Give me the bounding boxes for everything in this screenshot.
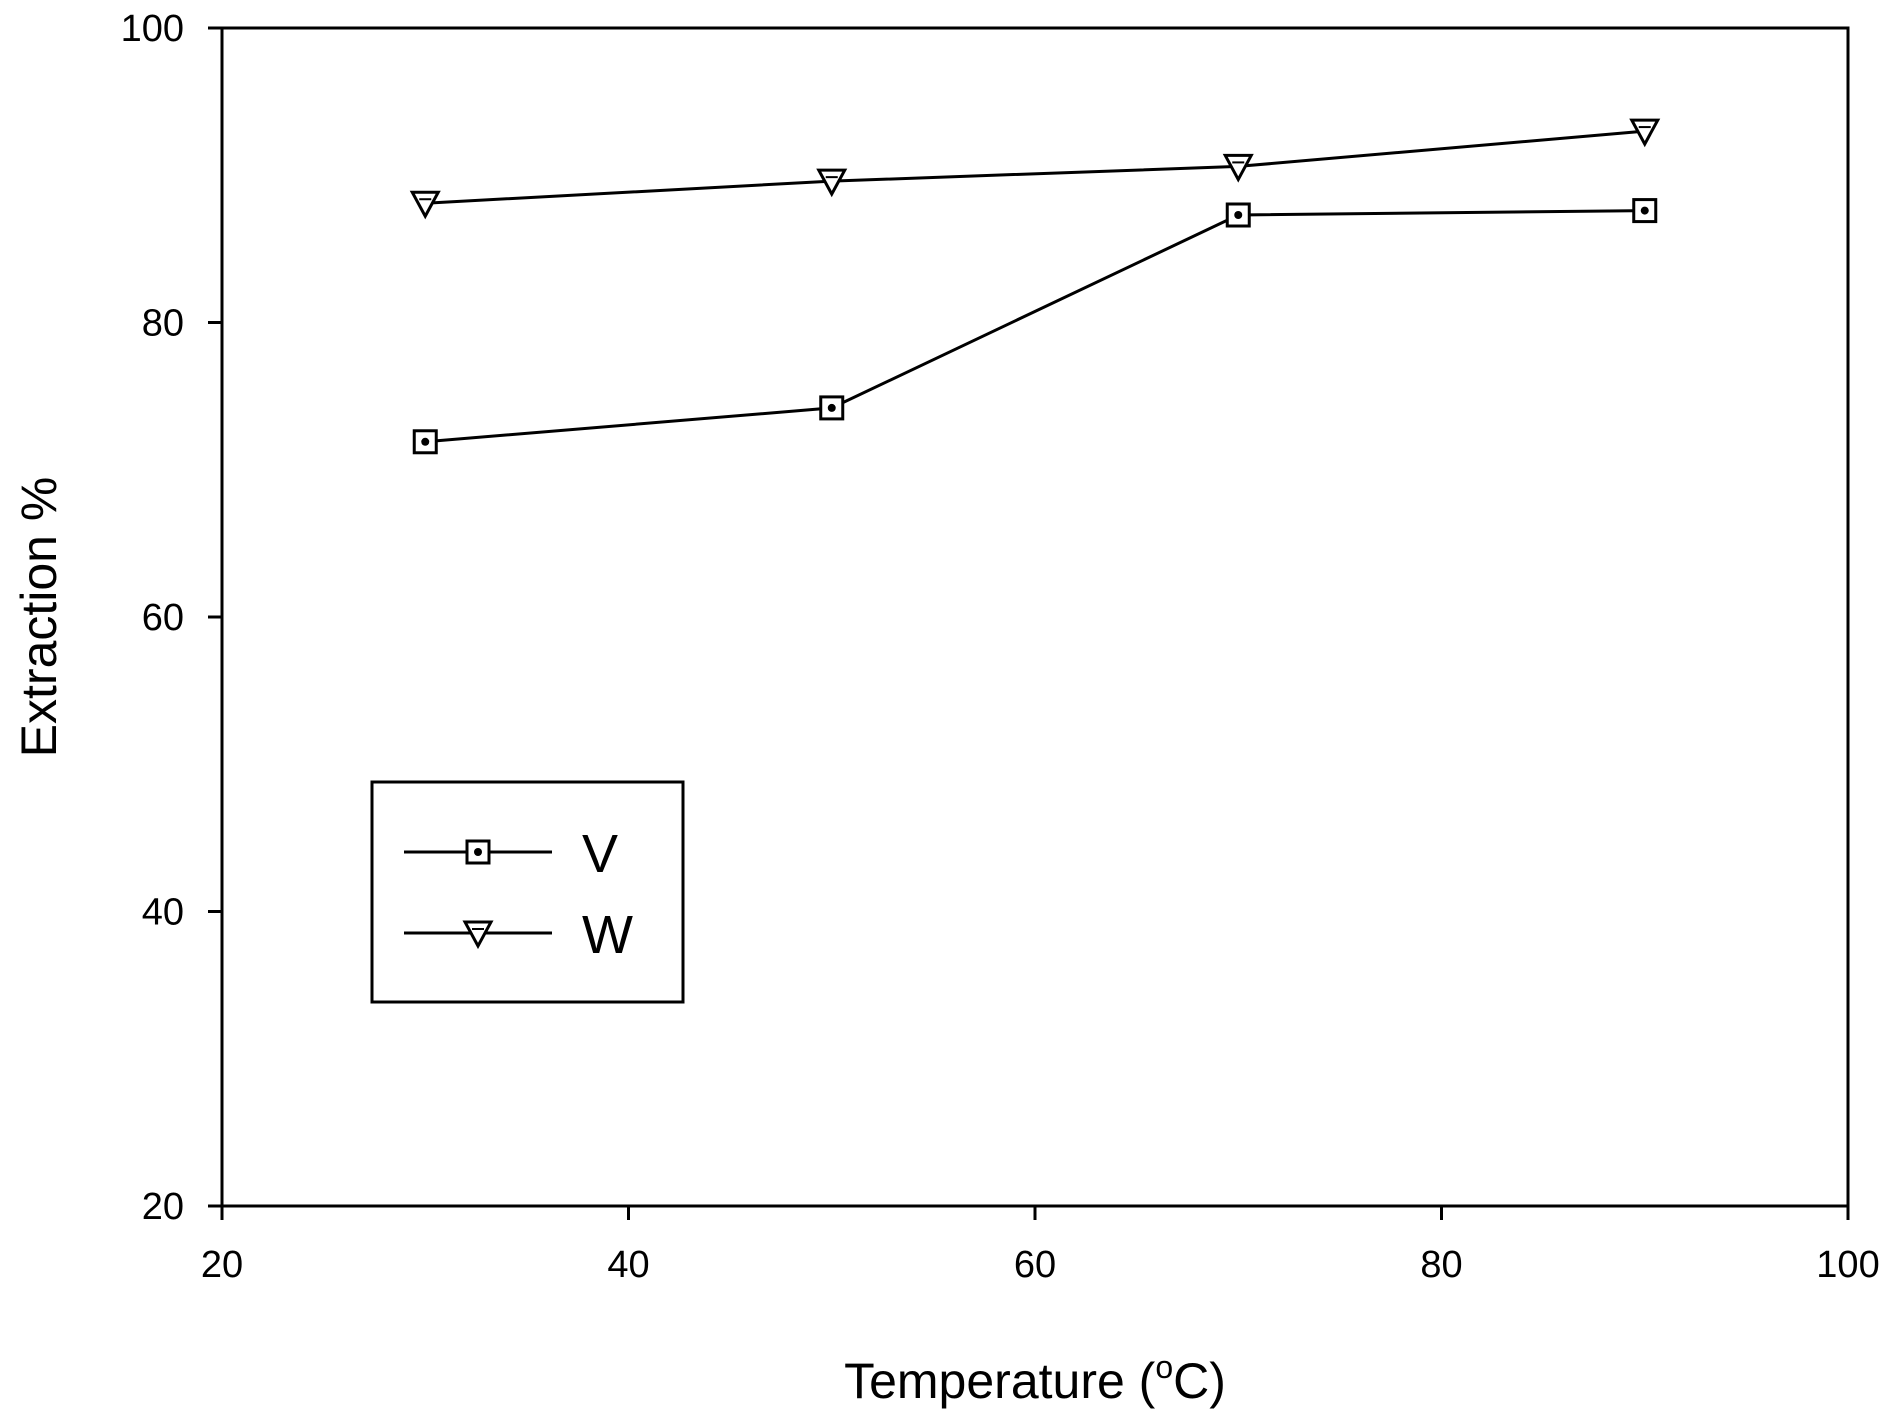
legend-symbol-w	[462, 920, 494, 950]
marker-dot	[1640, 206, 1649, 215]
legend-marker-v	[465, 839, 491, 865]
y-tick-label: 20	[142, 1186, 184, 1228]
legend-symbol-v	[465, 839, 491, 865]
marker-dot	[827, 403, 836, 412]
x-tick-label: 20	[201, 1244, 243, 1286]
legend: V W	[370, 780, 685, 1004]
y-tick-label: 80	[142, 303, 184, 345]
x-tick-label: 80	[1420, 1244, 1462, 1286]
marker-triangle	[1222, 153, 1254, 183]
x-tick-label: 100	[1816, 1244, 1879, 1286]
y-tick-label: 100	[121, 8, 184, 50]
marker-triangle	[462, 920, 494, 950]
data-point-v	[412, 429, 438, 455]
y-tick-label: 60	[142, 597, 184, 639]
series-line-w	[425, 129, 1645, 205]
x-axis-title: Temperature (oC)	[844, 1349, 1226, 1409]
x-tick-label: 40	[607, 1244, 649, 1286]
x-tick-label: 60	[1014, 1244, 1056, 1286]
data-point-v	[1225, 202, 1251, 228]
series-line-v	[425, 209, 1645, 444]
marker-triangle	[409, 190, 441, 220]
marker-dot	[474, 848, 482, 856]
plot-area-frame	[220, 26, 1850, 1208]
legend-marker-w	[462, 920, 494, 950]
marker-triangle	[1629, 118, 1661, 148]
data-point-v	[1632, 198, 1658, 224]
legend-label-v: V	[582, 824, 618, 884]
marker-dot	[1234, 211, 1243, 220]
marker-triangle	[816, 168, 848, 198]
series-lines	[425, 129, 1645, 444]
data-point-w	[1629, 118, 1661, 148]
data-point-w	[409, 190, 441, 220]
data-point-v	[819, 395, 845, 421]
data-point-w	[816, 168, 848, 198]
y-axis-title: Extraction %	[11, 477, 67, 758]
data-point-w	[1222, 153, 1254, 183]
marker-dot	[421, 437, 430, 446]
legend-label-w: W	[582, 905, 633, 965]
y-tick-label: 40	[142, 892, 184, 934]
legend-box	[370, 780, 685, 1004]
series-markers	[409, 118, 1661, 455]
ticks: 20 40 60 80 100 20 40 60 80 100	[121, 8, 1880, 1286]
